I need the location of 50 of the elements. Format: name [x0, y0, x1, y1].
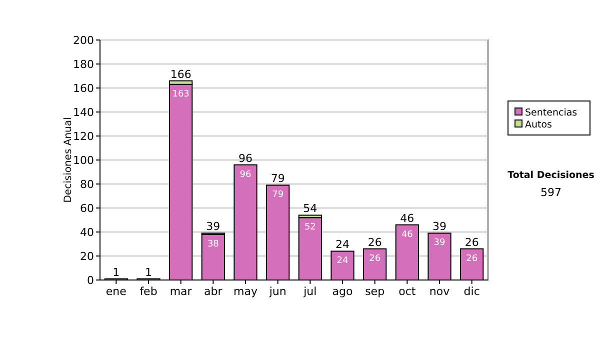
data-label: 46 — [401, 230, 414, 240]
data-label: 24 — [336, 256, 348, 266]
total-label: 39 — [432, 220, 446, 234]
y-tick-label: 120 — [73, 130, 94, 143]
x-tick-label: dic — [464, 285, 480, 298]
x-tick-label: ago — [332, 285, 353, 298]
total-label: 46 — [400, 212, 414, 225]
data-label: 26 — [466, 254, 478, 264]
y-tick-label: 100 — [73, 154, 94, 167]
x-tick-label: ene — [106, 285, 127, 298]
y-tick-label: 180 — [73, 58, 94, 71]
total-label: 26 — [464, 236, 479, 249]
y-tick-label: 40 — [80, 226, 94, 239]
total-label: 39 — [206, 220, 220, 234]
total-label: 166 — [170, 68, 192, 81]
y-tick-label: 80 — [80, 178, 94, 191]
y-axis-title: Decisiones Anual — [63, 117, 74, 203]
total-label: 79 — [270, 172, 285, 186]
x-tick-label: may — [234, 285, 258, 298]
y-tick-label: 160 — [73, 82, 94, 95]
data-label: 52 — [304, 222, 316, 233]
total-label: 26 — [368, 236, 382, 249]
text: Total Decisiones — [508, 170, 595, 181]
total-label: 1 — [145, 266, 152, 279]
x-tick-label: oct — [398, 285, 416, 298]
text: 597 — [540, 186, 562, 199]
total-label: 54 — [303, 202, 318, 216]
data-label: 79 — [272, 190, 284, 200]
x-tick-label: feb — [140, 285, 158, 298]
total-label: 24 — [336, 238, 350, 252]
x-tick-label: jul — [302, 285, 317, 298]
x-tick-label: abr — [204, 285, 223, 298]
x-tick-label: jun — [268, 285, 286, 298]
y-tick-label: 0 — [87, 274, 94, 287]
legend-label: Autos — [525, 119, 552, 130]
x-tick-label: mar — [170, 285, 192, 298]
data-label: 39 — [434, 238, 446, 248]
y-tick-label: 140 — [73, 106, 94, 119]
x-tick-label: sep — [365, 285, 385, 298]
data-label: 96 — [240, 170, 252, 180]
x-tick-label: nov — [429, 285, 450, 298]
y-tick-label: 60 — [80, 202, 94, 215]
legend-label: Sentencias — [525, 107, 578, 118]
total-label: 96 — [238, 152, 252, 165]
y-tick-label: 200 — [73, 34, 94, 47]
data-label: 38 — [207, 239, 220, 250]
total-label: 1 — [112, 266, 120, 279]
data-label: 163 — [172, 89, 190, 100]
y-tick-label: 20 — [80, 250, 94, 263]
data-label: 26 — [369, 254, 381, 264]
